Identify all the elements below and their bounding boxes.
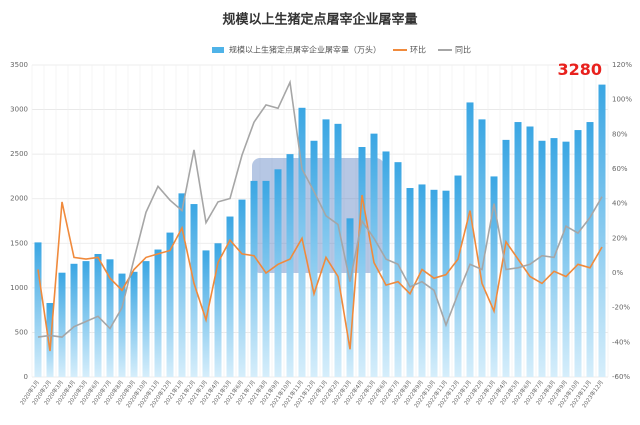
- bar: [490, 176, 498, 377]
- chart-title: 规模以上生猪定点屠宰企业屠宰量: [222, 12, 417, 28]
- bar: [466, 102, 474, 377]
- y-tick-label: 0: [24, 373, 28, 381]
- y2-tick-label: 0%: [612, 269, 623, 277]
- y2-tick-label: 20%: [612, 234, 628, 242]
- y2-tick-label: 120%: [612, 61, 632, 69]
- y-tick-label: 3000: [10, 106, 28, 114]
- bar: [70, 263, 78, 377]
- bar: [298, 107, 306, 377]
- bar: [58, 272, 66, 377]
- bar: [514, 122, 522, 378]
- line: [37, 79, 603, 338]
- bar: [262, 180, 270, 377]
- bar: [322, 119, 330, 378]
- bar: [202, 250, 210, 377]
- bar: [574, 130, 582, 377]
- y2-tick-label: 60%: [612, 165, 628, 173]
- y-tick-label: 1500: [10, 239, 28, 247]
- bar: [598, 84, 606, 378]
- bar: [106, 259, 114, 377]
- y2-tick-label: -60%: [612, 373, 630, 381]
- bar: [142, 261, 150, 377]
- legend-swatch: [212, 47, 224, 53]
- bar: [34, 242, 42, 377]
- bar: [214, 243, 222, 377]
- bar: [154, 249, 162, 377]
- bar: [250, 180, 258, 377]
- y2-tick-label: 80%: [612, 130, 628, 138]
- bar: [394, 162, 402, 377]
- bar: [538, 140, 546, 377]
- legend-label: 环比: [410, 45, 426, 55]
- bar: [286, 154, 294, 377]
- bar: [430, 189, 438, 377]
- bar: [502, 139, 510, 377]
- bar: [190, 204, 198, 377]
- bar: [310, 140, 318, 377]
- bar: [454, 175, 462, 377]
- y-tick-label: 2000: [10, 195, 28, 203]
- bar: [478, 119, 486, 378]
- bar: [382, 151, 390, 377]
- bar: [226, 216, 234, 377]
- y-tick-label: 2500: [10, 150, 28, 158]
- bar: [358, 147, 366, 377]
- bar: [406, 188, 414, 377]
- y2-tick-label: -20%: [612, 304, 630, 312]
- bar: [346, 218, 354, 377]
- bar: [274, 169, 282, 377]
- bar: [562, 141, 570, 377]
- y-tick-label: 500: [15, 328, 28, 336]
- bar: [418, 184, 426, 377]
- bar: [370, 133, 378, 377]
- bar: [130, 271, 138, 377]
- bar: [442, 190, 450, 377]
- y-tick-label: 3500: [10, 61, 28, 69]
- bar: [334, 123, 342, 377]
- bar: [46, 303, 54, 377]
- bar: [586, 122, 594, 378]
- annotation: 3280: [557, 60, 602, 79]
- y2-tick-label: 100%: [612, 96, 632, 104]
- line: [37, 194, 603, 352]
- bar: [118, 273, 126, 377]
- y-tick-label: 1000: [10, 284, 28, 292]
- y2-tick-label: 40%: [612, 200, 628, 208]
- bar: [178, 193, 186, 377]
- bar: [166, 232, 174, 377]
- bar: [82, 261, 90, 377]
- legend-label: 同比: [455, 45, 471, 55]
- bar: [238, 199, 246, 377]
- y2-tick-label: -40%: [612, 338, 630, 346]
- legend-label: 规模以上生猪定点屠宰企业屠宰量（万头）: [229, 45, 381, 55]
- bar: [526, 126, 534, 377]
